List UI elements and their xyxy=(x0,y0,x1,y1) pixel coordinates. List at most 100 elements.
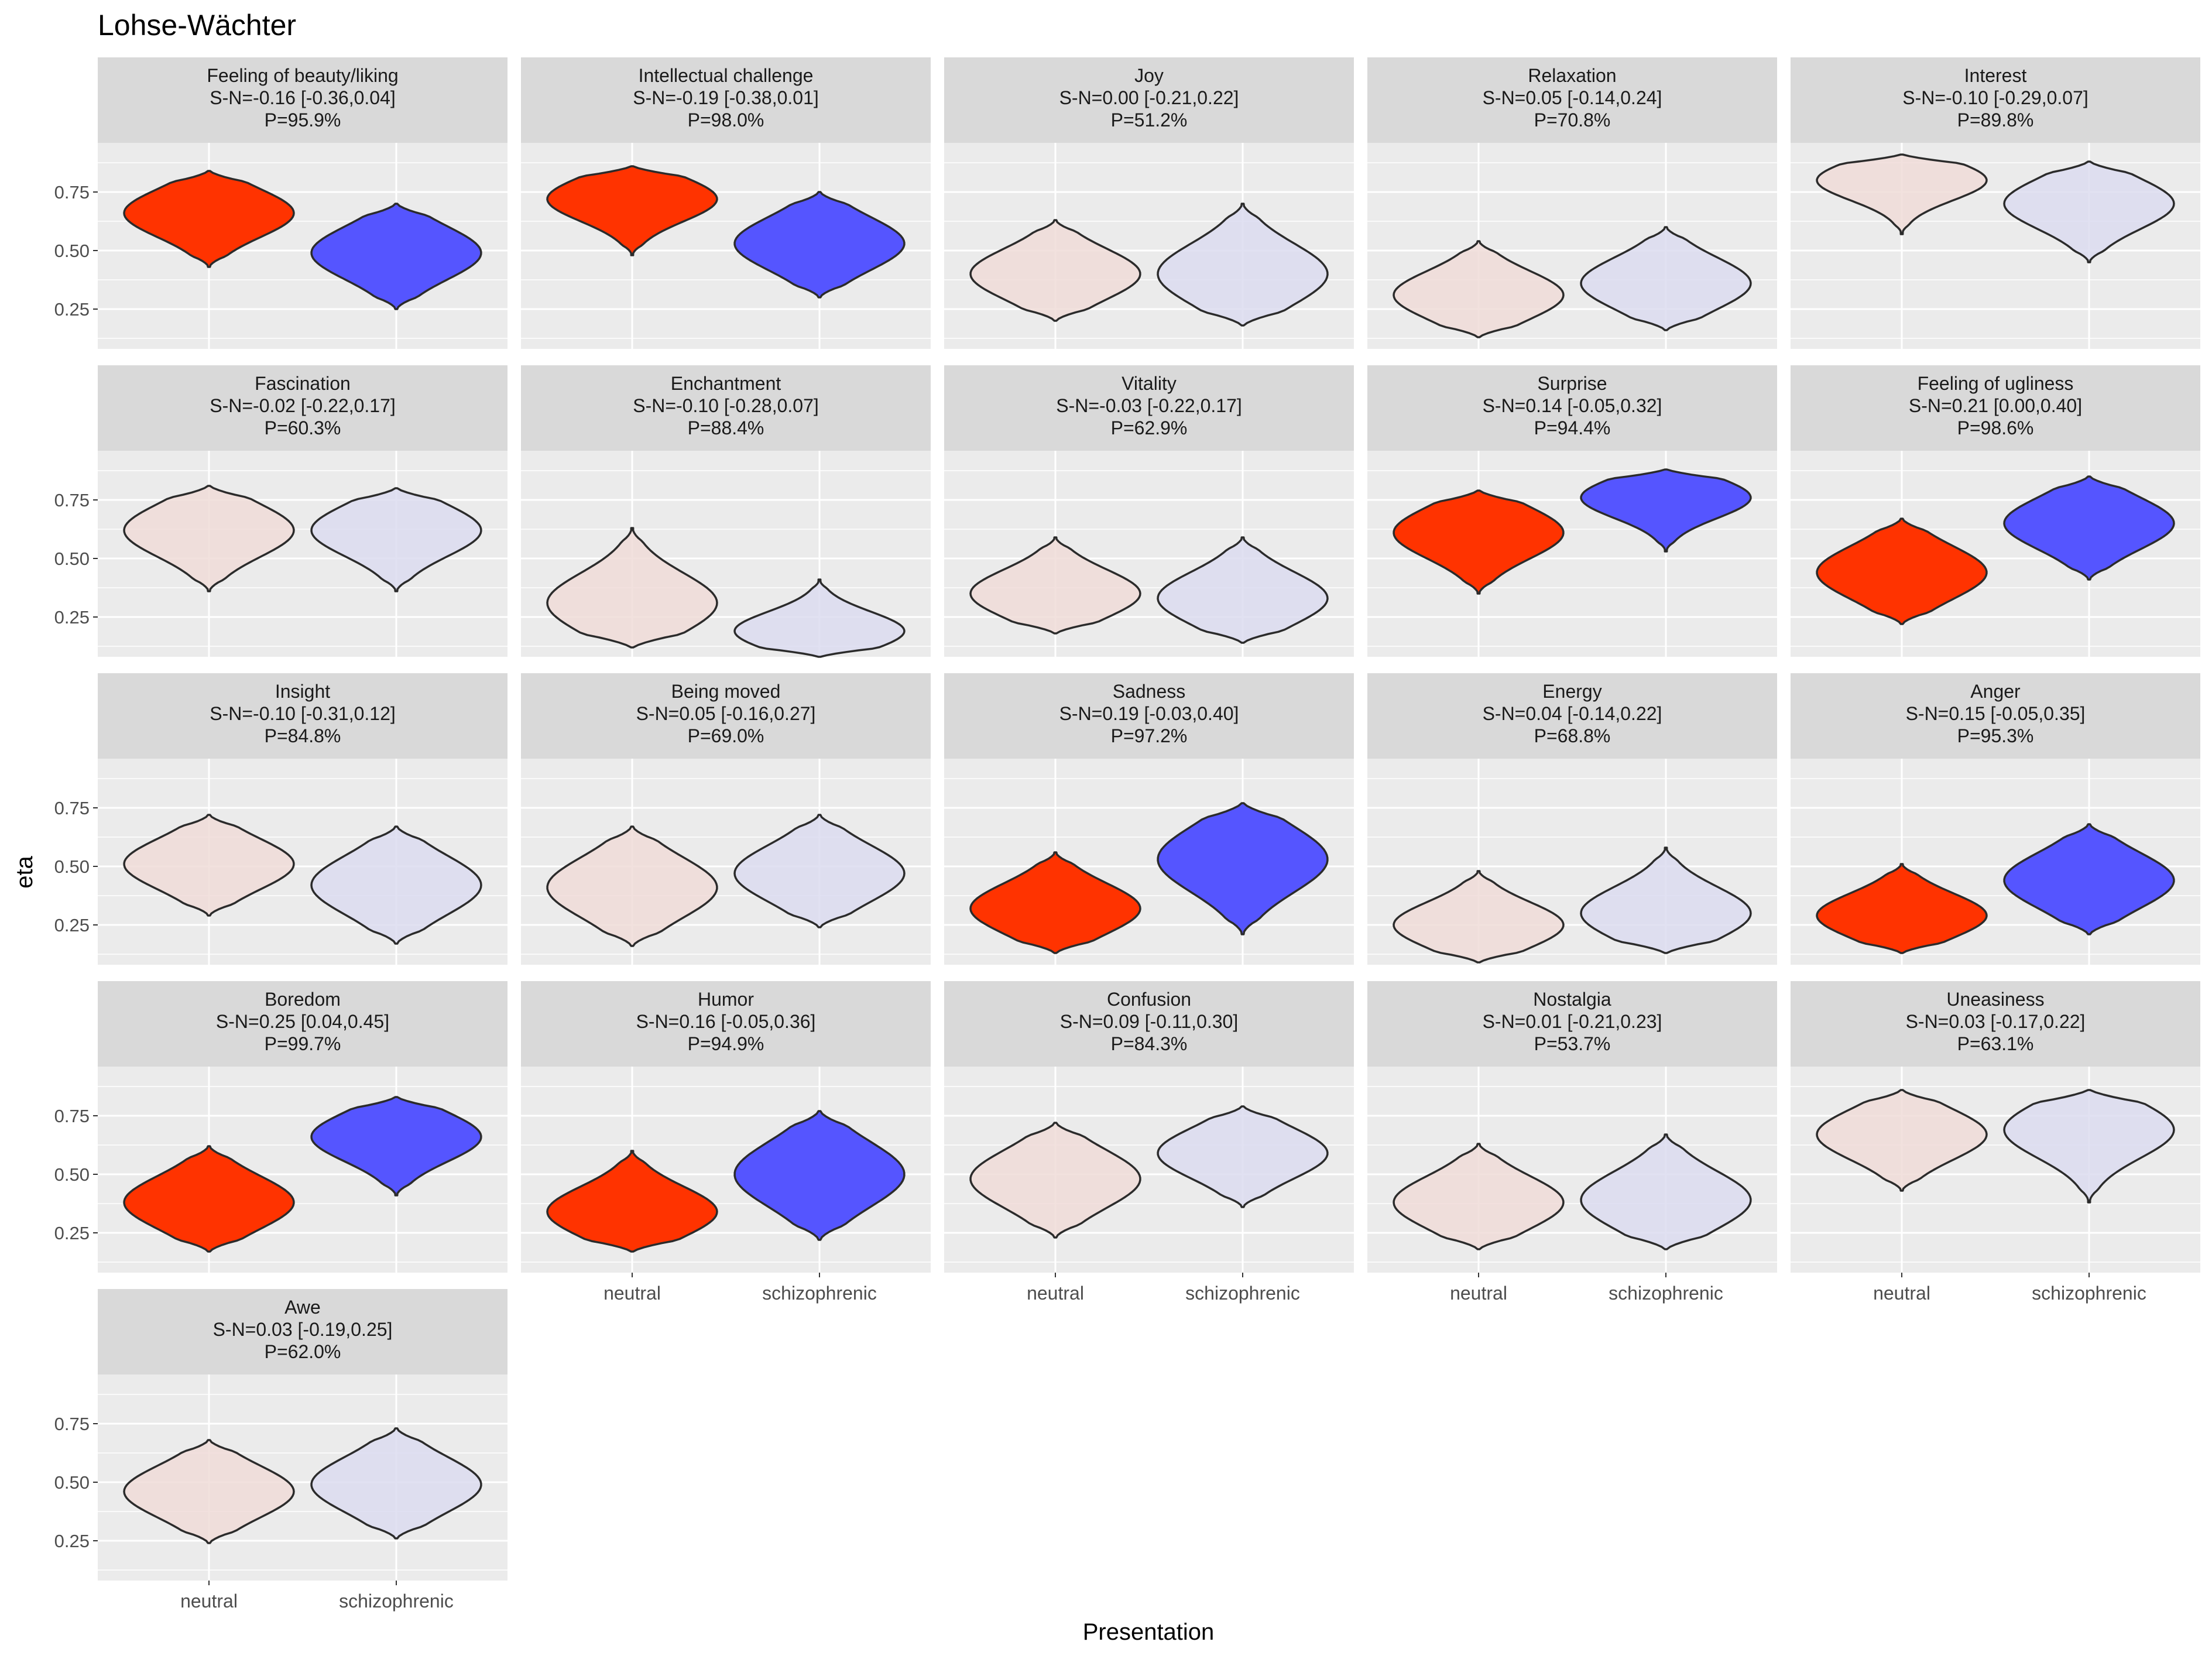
violin-neutral xyxy=(123,170,295,268)
facet-probability: P=62.0% xyxy=(265,1341,341,1362)
facet-probability: P=51.2% xyxy=(1111,109,1188,131)
y-tick-label: 0.25 xyxy=(54,299,90,320)
facet-probability: P=84.8% xyxy=(265,725,341,746)
y-axis-label: eta xyxy=(12,855,37,888)
facet-strip xyxy=(98,673,507,759)
facet-title: Insight xyxy=(275,681,330,702)
facet-probability: P=95.3% xyxy=(1957,725,2034,746)
chart-title: Lohse-Wächter xyxy=(98,9,296,42)
facet-stat: S-N=0.01 [-0.21,0.23] xyxy=(1483,1011,1662,1032)
facet-probability: P=89.8% xyxy=(1957,109,2034,131)
violin-schizophrenic xyxy=(310,1427,482,1540)
facet-stat: S-N=0.25 [0.04,0.45] xyxy=(216,1011,389,1032)
violin-neutral xyxy=(546,165,718,256)
facet-strip xyxy=(1791,57,2200,143)
facet-stat: S-N=-0.03 [-0.22,0.17] xyxy=(1056,395,1242,416)
facet-strip xyxy=(521,981,931,1067)
violin-neutral xyxy=(1816,153,1988,235)
facet-title: Feeling of beauty/liking xyxy=(207,65,398,86)
facet-strip xyxy=(1367,673,1777,759)
facet-probability: P=95.9% xyxy=(265,109,341,131)
violin-neutral xyxy=(969,851,1141,954)
facet-strip xyxy=(1367,981,1777,1067)
violin-schizophrenic xyxy=(1157,802,1329,935)
facet-title: Relaxation xyxy=(1528,65,1616,86)
x-tick-label: neutral xyxy=(603,1283,661,1304)
violin-schizophrenic xyxy=(2003,160,2175,263)
violin-neutral xyxy=(123,1439,295,1544)
facet-stat: S-N=0.21 [0.00,0.40] xyxy=(1909,395,2082,416)
facet-stat: S-N=0.09 [-0.11,0.30] xyxy=(1060,1011,1238,1032)
y-tick-label: 0.50 xyxy=(54,856,90,877)
violin-schizophrenic xyxy=(1580,226,1752,331)
facet-title: Feeling of ugliness xyxy=(1918,373,2074,394)
facet-probability: P=97.2% xyxy=(1111,725,1188,746)
facet-strip xyxy=(98,57,507,143)
x-tick-label: schizophrenic xyxy=(2032,1283,2146,1304)
facet-strip xyxy=(521,57,931,143)
y-tick-label: 0.50 xyxy=(54,241,90,261)
violin-neutral xyxy=(969,536,1141,635)
facet-probability: P=70.8% xyxy=(1534,109,1611,131)
violin-neutral xyxy=(1393,870,1565,964)
facet-title: Intellectual challenge xyxy=(639,65,814,86)
violin-schizophrenic xyxy=(310,487,482,592)
facet-stat: S-N=0.15 [-0.05,0.35] xyxy=(1906,703,2086,724)
facet-strip xyxy=(98,981,507,1067)
y-tick-label: 0.50 xyxy=(54,549,90,569)
y-tick-label: 0.75 xyxy=(54,182,90,203)
y-tick-label: 0.25 xyxy=(54,915,90,935)
facet-strip xyxy=(944,57,1354,143)
violin-neutral xyxy=(1393,489,1565,595)
violin-schizophrenic xyxy=(733,191,906,299)
facet-stat: S-N=-0.10 [-0.31,0.12] xyxy=(210,703,396,724)
y-tick-label: 0.50 xyxy=(54,1164,90,1185)
violin-neutral xyxy=(123,485,295,592)
violin-schizophrenic xyxy=(1580,846,1752,954)
violin-schizophrenic xyxy=(733,1110,906,1241)
x-tick-label: schizophrenic xyxy=(1185,1283,1300,1304)
violin-neutral xyxy=(969,1122,1141,1239)
y-tick-label: 0.50 xyxy=(54,1472,90,1493)
facet-title: Confusion xyxy=(1107,989,1191,1010)
facet-title: Being moved xyxy=(671,681,781,702)
facet-title: Energy xyxy=(1542,681,1601,702)
y-tick-label: 0.75 xyxy=(54,798,90,818)
violin-schizophrenic xyxy=(733,814,906,928)
facet-probability: P=62.9% xyxy=(1111,417,1188,438)
x-axis-label: Presentation xyxy=(1083,1619,1215,1645)
violin-neutral xyxy=(1393,1143,1565,1250)
y-tick-label: 0.25 xyxy=(54,607,90,628)
facet-strip xyxy=(944,365,1354,451)
violin-neutral xyxy=(546,825,718,947)
facet-stat: S-N=-0.02 [-0.22,0.17] xyxy=(210,395,396,416)
facet-stat: S-N=-0.16 [-0.36,0.04] xyxy=(210,87,396,108)
violin-schizophrenic xyxy=(310,1096,482,1197)
x-tick-label: neutral xyxy=(1027,1283,1084,1304)
y-tick-label: 0.25 xyxy=(54,1531,90,1551)
facet-stat: S-N=0.19 [-0.03,0.40] xyxy=(1059,703,1239,724)
x-tick-label: schizophrenic xyxy=(1609,1283,1723,1304)
facet-title: Humor xyxy=(698,989,754,1010)
facet-stat: S-N=0.03 [-0.17,0.22] xyxy=(1906,1011,2086,1032)
violin-neutral xyxy=(1816,1089,1988,1192)
y-tick-label: 0.75 xyxy=(54,1414,90,1434)
violin-neutral xyxy=(1393,240,1565,338)
violin-schizophrenic xyxy=(1157,203,1329,327)
facet-stat: S-N=0.14 [-0.05,0.32] xyxy=(1483,395,1662,416)
violin-schizophrenic xyxy=(2003,1089,2175,1204)
y-tick-label: 0.25 xyxy=(54,1223,90,1243)
violin-schizophrenic xyxy=(1580,1133,1752,1250)
facet-probability: P=98.0% xyxy=(688,109,764,131)
facet-stat: S-N=-0.10 [-0.28,0.07] xyxy=(633,395,819,416)
y-tick-label: 0.75 xyxy=(54,1106,90,1126)
